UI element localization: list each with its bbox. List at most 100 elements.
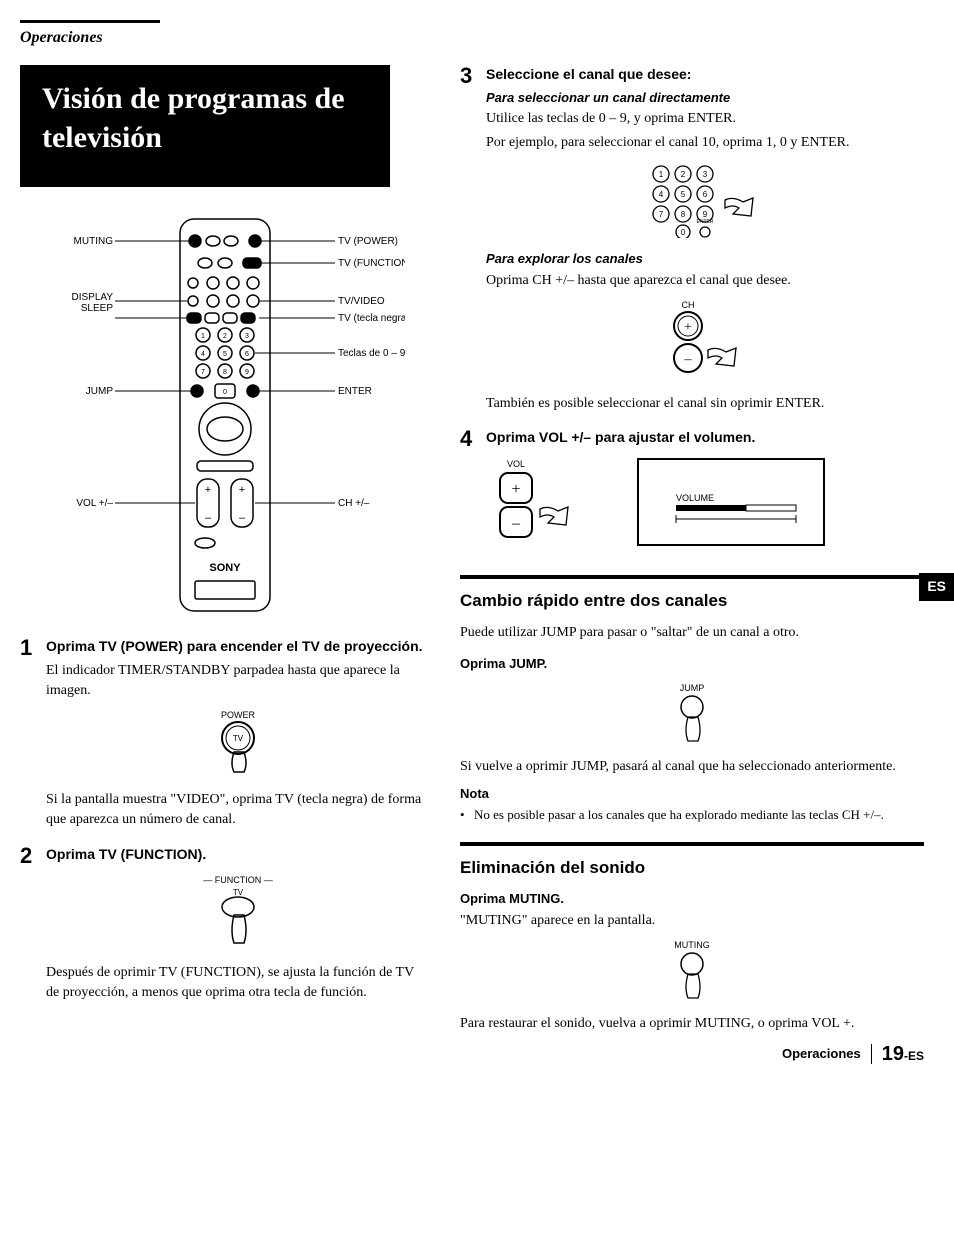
- label-display: DISPLAY: [72, 292, 114, 303]
- svg-text:+: +: [684, 320, 692, 335]
- svg-text:4: 4: [201, 351, 205, 358]
- label-ch: CH +/–: [338, 498, 370, 509]
- step-2: 2 Oprima TV (FUNCTION). — FUNCTION — TV …: [20, 845, 430, 1006]
- svg-text:5: 5: [223, 351, 227, 358]
- svg-text:2: 2: [681, 170, 686, 179]
- step-3-number: 3: [460, 65, 486, 417]
- jump-action: Oprima JUMP.: [460, 655, 924, 673]
- muting-button-icon: MUTING: [652, 938, 732, 1002]
- svg-text:1: 1: [659, 170, 664, 179]
- svg-text:–: –: [511, 515, 521, 532]
- svg-text:MUTING: MUTING: [674, 940, 710, 950]
- svg-text:TV: TV: [233, 734, 244, 743]
- footer-divider: [871, 1044, 872, 1064]
- label-tvtecla: TV (tecla negra): [338, 313, 405, 324]
- svg-text:JUMP: JUMP: [680, 683, 705, 693]
- svg-text:8: 8: [681, 210, 686, 219]
- svg-text:8: 8: [223, 369, 227, 376]
- step-1-body2: Si la pantalla muestra "VIDEO", oprima T…: [46, 790, 430, 829]
- svg-text:CH: CH: [682, 300, 695, 310]
- tv-function-icon: — FUNCTION — TV: [168, 873, 308, 951]
- left-column: Visión de programas de televisión: [20, 65, 430, 1068]
- section-divider-2: [460, 842, 924, 846]
- step-3-body1: Utilice las teclas de 0 – 9, y oprima EN…: [486, 109, 924, 129]
- ch-buttons-icon: CH + –: [650, 298, 760, 382]
- label-vol: VOL +/–: [76, 498, 113, 509]
- step-1: 1 Oprima TV (POWER) para encender el TV …: [20, 637, 430, 833]
- label-enter: ENTER: [338, 386, 372, 397]
- step-4: 4 Oprima VOL +/– para ajustar el volumen…: [460, 428, 924, 558]
- svg-text:2: 2: [223, 333, 227, 340]
- svg-text:POWER: POWER: [221, 710, 256, 720]
- language-tab: ES: [919, 573, 954, 601]
- step-3: 3 Seleccione el canal que desee: Para se…: [460, 65, 924, 417]
- label-muting: MUTING: [74, 236, 114, 247]
- step-3-body4: También es posible seleccionar el canal …: [486, 394, 924, 414]
- svg-text:–: –: [205, 512, 212, 524]
- mute-body2: Para restaurar el sonido, vuelva a oprim…: [460, 1014, 924, 1034]
- svg-text:3: 3: [703, 170, 708, 179]
- jump-button-icon: JUMP: [652, 681, 732, 745]
- step-2-number: 2: [20, 845, 46, 1006]
- step-3-body3: Oprima CH +/– hasta que aparezca el cana…: [486, 271, 924, 291]
- svg-text:TV: TV: [233, 888, 244, 897]
- svg-text:9: 9: [245, 369, 249, 376]
- step-4-title: Oprima VOL +/– para ajustar el volumen.: [486, 428, 924, 448]
- footer-suffix: -ES: [904, 1049, 924, 1063]
- svg-text:+: +: [511, 481, 520, 498]
- svg-text:+: +: [239, 484, 245, 496]
- svg-text:ENTER: ENTER: [697, 219, 714, 225]
- svg-text:0: 0: [681, 228, 686, 237]
- label-brand: SONY: [209, 562, 241, 574]
- footer-page: 19: [882, 1043, 904, 1065]
- svg-text:VOL: VOL: [507, 459, 525, 469]
- step-3-sub1: Para seleccionar un canal directamente: [486, 89, 924, 107]
- section-header: Operaciones: [20, 20, 160, 49]
- svg-text:7: 7: [201, 369, 205, 376]
- svg-text:4: 4: [659, 190, 664, 199]
- svg-text:0: 0: [223, 389, 227, 396]
- step-4-number: 4: [460, 428, 486, 558]
- power-button-icon: POWER TV: [198, 708, 278, 778]
- svg-text:–: –: [684, 352, 693, 367]
- svg-text:6: 6: [245, 351, 249, 358]
- note-label: Nota: [460, 785, 924, 803]
- step-1-number: 1: [20, 637, 46, 833]
- svg-text:VOLUME: VOLUME: [676, 493, 714, 503]
- jump-body2: Si vuelve a oprimir JUMP, pasará al cana…: [460, 757, 924, 777]
- section-divider: [460, 575, 924, 579]
- svg-text:— FUNCTION —: — FUNCTION —: [203, 875, 273, 885]
- label-tv-function: TV (FUNCTION): [338, 258, 405, 269]
- remote-diagram: MUTING TV (POWER) TV (FUNCTION) DISPLAY …: [45, 211, 405, 619]
- step-2-body: Después de oprimir TV (FUNCTION), se aju…: [46, 963, 430, 1002]
- vol-buttons-icon: VOL + –: [486, 457, 596, 547]
- svg-text:9: 9: [703, 210, 708, 219]
- svg-text:7: 7: [659, 210, 664, 219]
- page-title: Visión de programas de televisión: [20, 65, 390, 187]
- note-bullet: • No es posible pasar a los canales que …: [460, 806, 924, 824]
- label-jump: JUMP: [86, 386, 114, 397]
- svg-text:+: +: [205, 484, 211, 496]
- svg-text:3: 3: [245, 333, 249, 340]
- step-3-sub2: Para explorar los canales: [486, 250, 924, 268]
- label-tvvideo: TV/VIDEO: [338, 296, 385, 307]
- label-sleep: SLEEP: [81, 303, 114, 314]
- mute-body1: "MUTING" aparece en la pantalla.: [460, 911, 924, 931]
- label-teclas: Teclas de 0 – 9: [338, 348, 405, 359]
- svg-text:6: 6: [703, 190, 708, 199]
- page-footer: Operaciones 19-ES: [460, 1040, 924, 1068]
- step-2-title: Oprima TV (FUNCTION).: [46, 845, 430, 865]
- keypad-icon: 1 2 3 4 5 6 7 8 9 0 ENTER: [625, 160, 785, 238]
- jump-section-title: Cambio rápido entre dos canales: [460, 589, 924, 613]
- mute-section-title: Eliminación del sonido: [460, 856, 924, 880]
- step-1-body1: El indicador TIMER/STANDBY parpadea hast…: [46, 661, 430, 700]
- jump-body1: Puede utilizar JUMP para pasar o "saltar…: [460, 623, 924, 643]
- svg-text:1: 1: [201, 333, 205, 340]
- svg-text:5: 5: [681, 190, 686, 199]
- step-1-title: Oprima TV (POWER) para encender el TV de…: [46, 637, 430, 657]
- step-3-body2: Por ejemplo, para seleccionar el canal 1…: [486, 133, 924, 153]
- svg-text:–: –: [239, 512, 246, 524]
- label-tv-power: TV (POWER): [338, 236, 398, 247]
- footer-section: Operaciones: [782, 1045, 861, 1063]
- step-3-title: Seleccione el canal que desee:: [486, 65, 924, 85]
